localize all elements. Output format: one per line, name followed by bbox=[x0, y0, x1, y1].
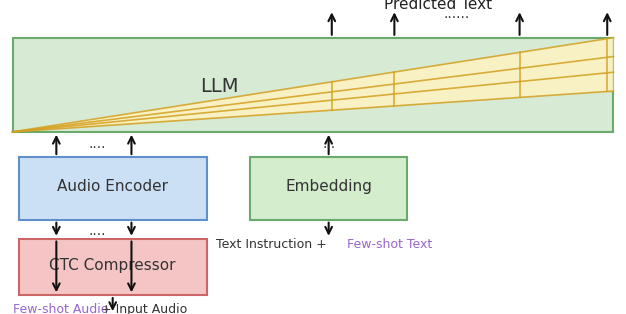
Text: Text Instruction +: Text Instruction + bbox=[216, 238, 331, 252]
Text: ....: .... bbox=[88, 138, 106, 151]
Text: ...: ... bbox=[322, 138, 335, 151]
Polygon shape bbox=[13, 38, 613, 132]
Text: ....: .... bbox=[88, 224, 106, 238]
FancyBboxPatch shape bbox=[19, 157, 207, 220]
Text: ......: ...... bbox=[444, 7, 470, 21]
FancyBboxPatch shape bbox=[250, 157, 407, 220]
Text: + Input Audio: + Input Audio bbox=[97, 303, 187, 314]
FancyBboxPatch shape bbox=[13, 38, 613, 132]
Text: Embedding: Embedding bbox=[285, 179, 372, 194]
Text: Few-shot Text: Few-shot Text bbox=[347, 238, 433, 252]
Text: Few-shot Audio: Few-shot Audio bbox=[13, 303, 108, 314]
Text: LLM: LLM bbox=[200, 77, 239, 96]
Text: Audio Encoder: Audio Encoder bbox=[57, 179, 168, 194]
FancyBboxPatch shape bbox=[19, 239, 207, 295]
Text: Predicted Text: Predicted Text bbox=[384, 0, 492, 12]
Text: CTC Compressor: CTC Compressor bbox=[49, 258, 176, 273]
